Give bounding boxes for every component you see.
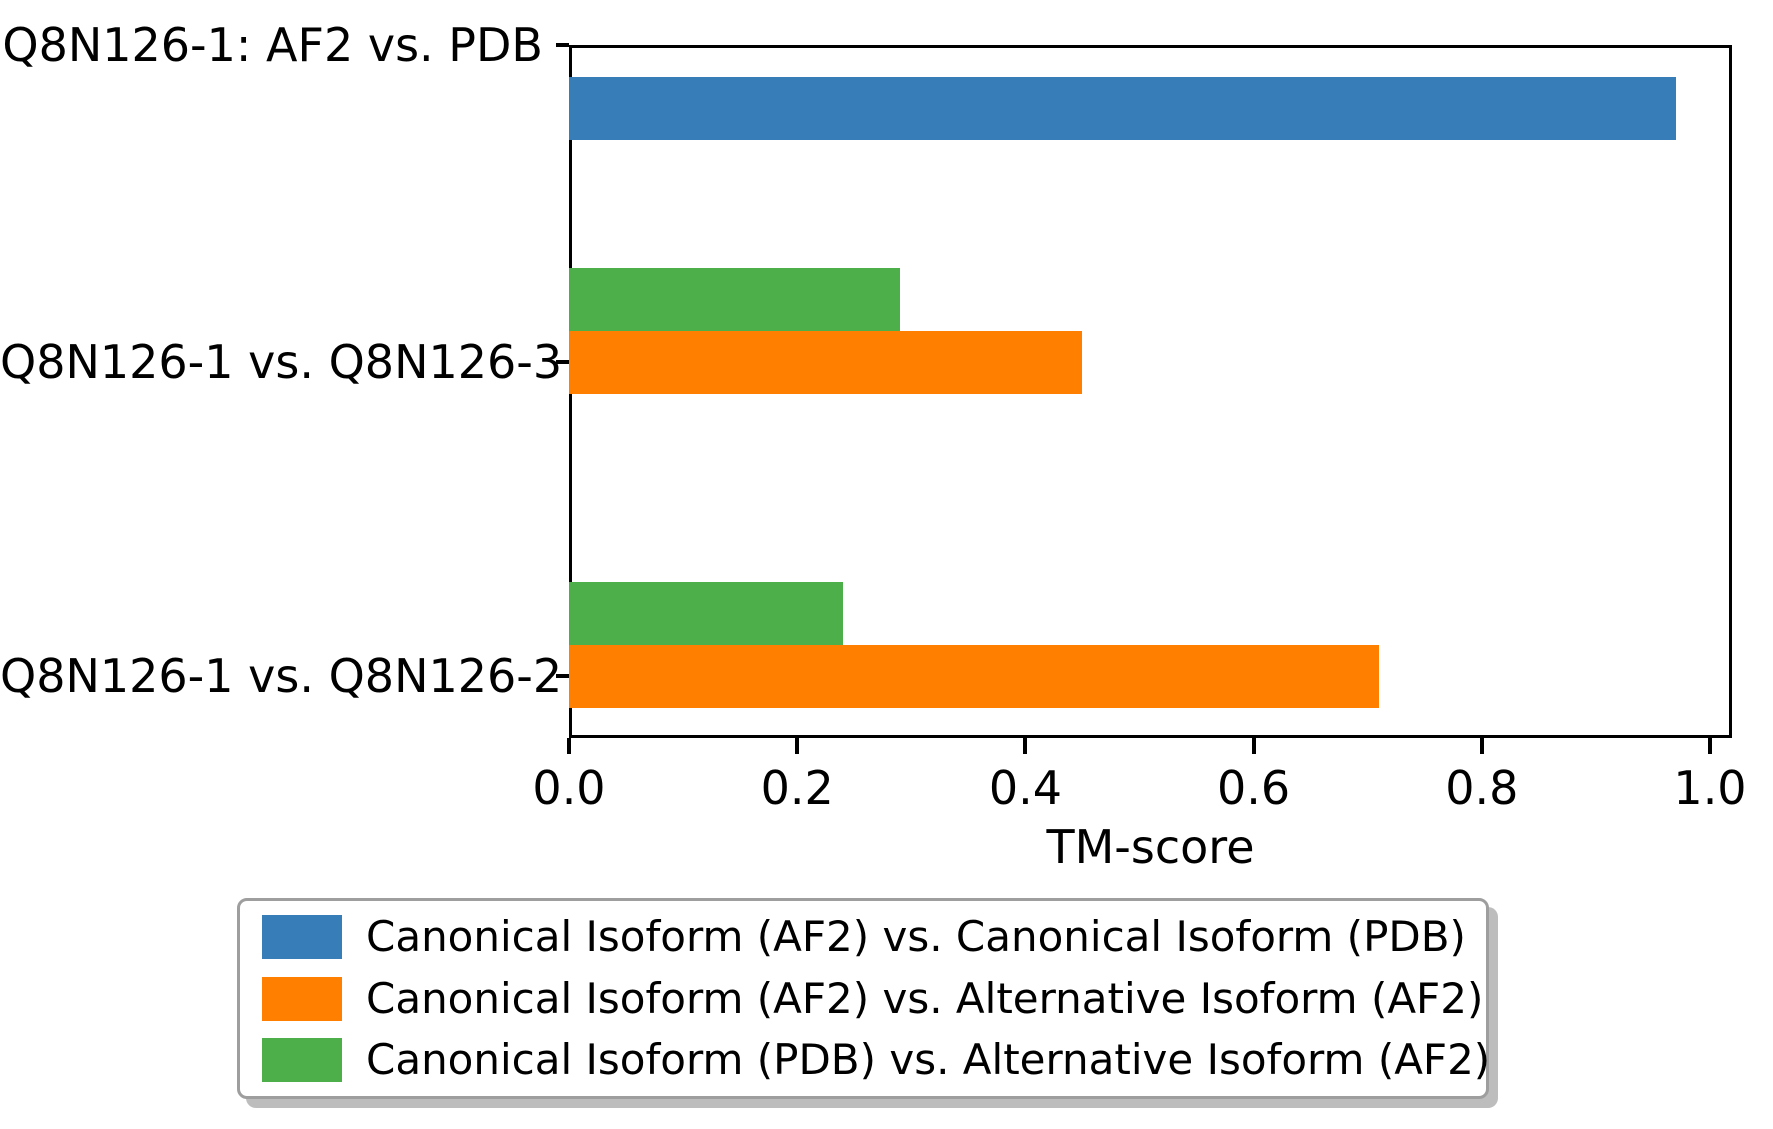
- y-tick-mark: [556, 43, 569, 47]
- x-tick-label: 1.0: [1673, 761, 1747, 815]
- y-tick-label: Q8N126-1: AF2 vs. PDB: [2, 18, 543, 72]
- bar-series1-cat2: [569, 644, 1379, 708]
- legend-box: Canonical Isoform (AF2) vs. Canonical Is…: [237, 898, 1490, 1099]
- y-tick-mark: [556, 360, 569, 364]
- x-tick-mark: [1479, 738, 1484, 754]
- x-tick-label: 0.8: [1445, 761, 1519, 815]
- x-tick-mark: [795, 738, 800, 754]
- legend-swatch: [262, 914, 342, 959]
- y-tick-mark: [556, 674, 569, 678]
- legend-label: Canonical Isoform (PDB) vs. Alternative …: [366, 1035, 1491, 1085]
- bar-series1-cat1: [569, 330, 1082, 394]
- x-axis-title: TM-score: [1046, 820, 1255, 874]
- bar-series2-cat1: [569, 267, 900, 331]
- x-tick-mark: [1251, 738, 1256, 754]
- x-tick-mark: [1023, 738, 1028, 754]
- x-tick-label: 0.0: [532, 761, 606, 815]
- legend-swatch: [262, 1038, 342, 1083]
- legend-item: Canonical Isoform (AF2) vs. Canonical Is…: [262, 906, 1466, 968]
- x-tick-label: 0.4: [988, 761, 1062, 815]
- legend-label: Canonical Isoform (AF2) vs. Canonical Is…: [366, 911, 1466, 961]
- legend-item: Canonical Isoform (AF2) vs. Alternative …: [262, 968, 1483, 1030]
- legend-swatch: [262, 976, 342, 1021]
- legend-label: Canonical Isoform (AF2) vs. Alternative …: [366, 973, 1484, 1023]
- y-tick-label: Q8N126-1 vs. Q8N126-3: [0, 335, 563, 389]
- x-tick-mark: [567, 738, 571, 754]
- x-tick-label: 0.6: [1217, 761, 1291, 815]
- x-tick-mark: [1708, 738, 1712, 754]
- legend-item: Canonical Isoform (PDB) vs. Alternative …: [262, 1029, 1490, 1091]
- bar-series2-cat2: [569, 581, 843, 645]
- x-tick-label: 0.2: [760, 761, 834, 815]
- y-tick-label: Q8N126-1 vs. Q8N126-2: [0, 649, 563, 703]
- bar-series0-cat0: [569, 76, 1676, 140]
